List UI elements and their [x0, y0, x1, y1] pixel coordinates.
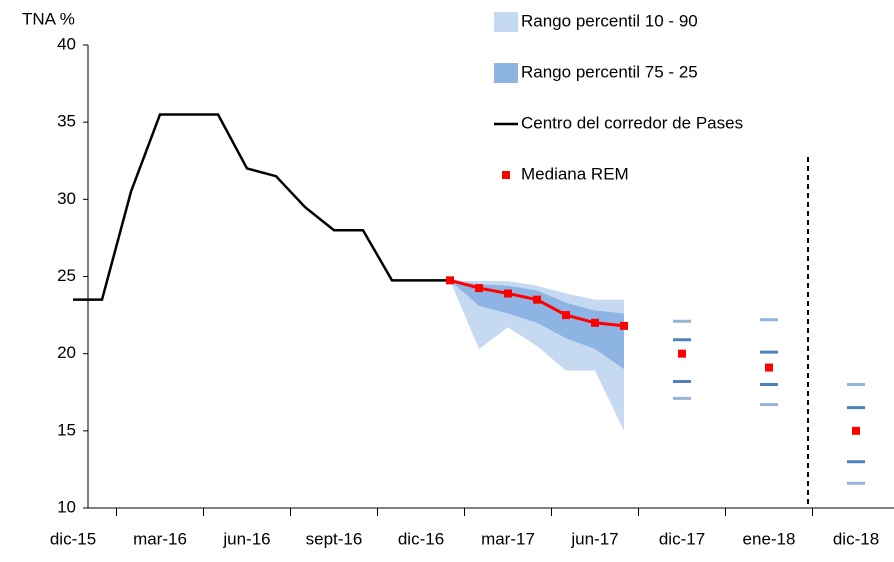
legend-swatch — [494, 63, 518, 83]
y-tick-label: 35 — [57, 112, 76, 131]
legend-label: Centro del corredor de Pases — [521, 113, 743, 132]
marker — [446, 276, 454, 285]
marker — [620, 321, 628, 330]
legend-label: Mediana REM — [521, 164, 629, 183]
x-tick-label: dic-18 — [833, 529, 879, 548]
legend-swatch — [494, 12, 518, 32]
marker — [591, 318, 599, 327]
y-axis-label: TNA % — [22, 9, 75, 28]
x-tick-label: mar-17 — [481, 529, 535, 548]
legend-swatch — [502, 171, 510, 179]
x-tick-label: ene-18 — [743, 529, 796, 548]
legend-label: Rango percentil 10 - 90 — [521, 11, 698, 30]
x-tick-label: dic-17 — [659, 529, 705, 548]
marker — [562, 311, 570, 320]
marker — [504, 289, 512, 298]
x-tick-label: mar-16 — [133, 529, 187, 548]
y-tick-label: 10 — [57, 497, 76, 516]
y-tick-label: 15 — [57, 420, 76, 439]
range-area — [450, 280, 624, 370]
x-tick-label: sept-16 — [306, 529, 363, 548]
marker — [533, 295, 541, 304]
marker — [765, 363, 773, 372]
y-tick-label: 40 — [57, 34, 76, 53]
y-tick-label: 25 — [57, 266, 76, 285]
x-tick-label: jun-16 — [222, 529, 270, 548]
x-tick-label: dic-16 — [398, 529, 444, 548]
marker — [475, 284, 483, 293]
legend-label: Rango percentil 75 - 25 — [521, 62, 698, 81]
x-tick-label: jun-17 — [570, 529, 618, 548]
marker — [852, 426, 860, 435]
y-tick-label: 30 — [57, 189, 76, 208]
x-tick-label: dic-15 — [50, 529, 96, 548]
y-tick-label: 20 — [57, 343, 76, 362]
line — [73, 113, 450, 301]
marker — [678, 349, 686, 358]
